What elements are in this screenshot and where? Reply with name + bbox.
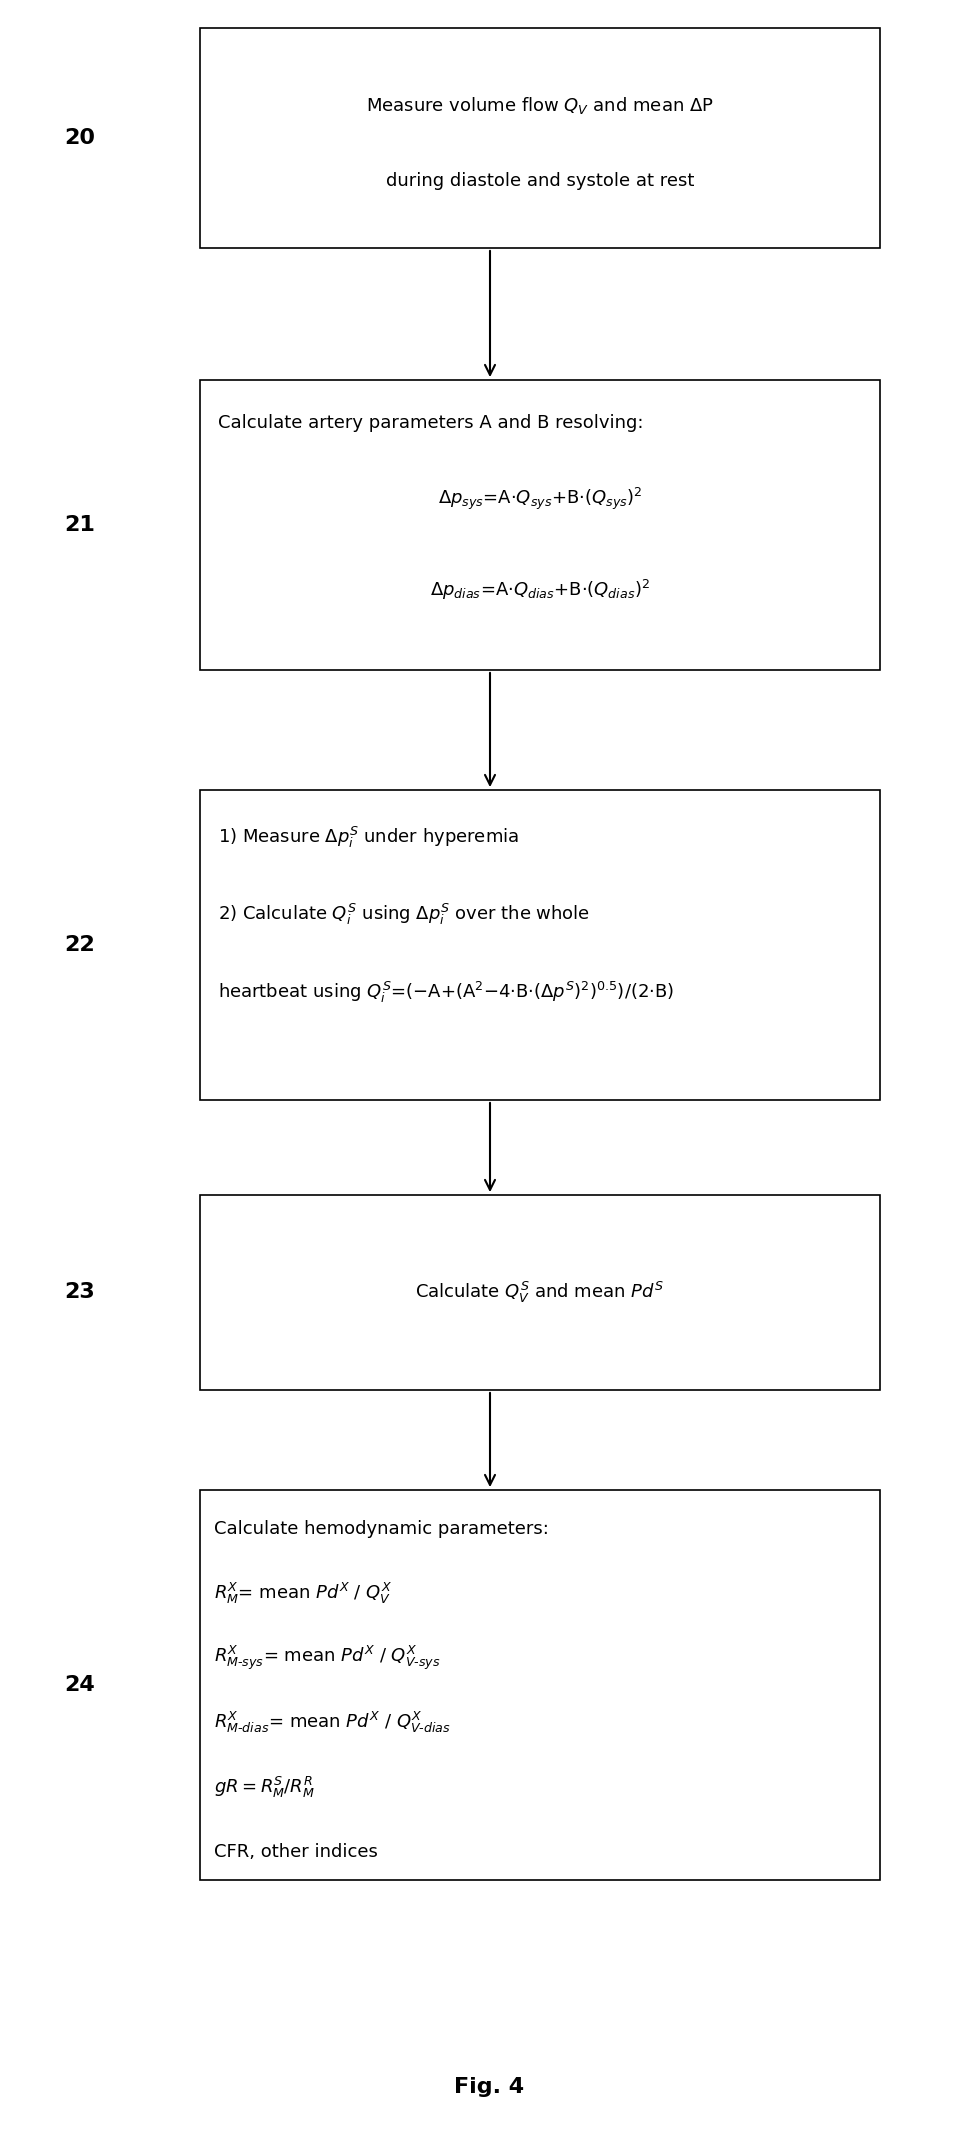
Text: 22: 22 bbox=[65, 934, 95, 955]
Bar bbox=[200, 1194, 879, 1390]
Text: Fig. 4: Fig. 4 bbox=[454, 2077, 524, 2098]
Bar bbox=[200, 381, 879, 669]
Text: Measure volume flow $Q_V$ and mean $\Delta$P: Measure volume flow $Q_V$ and mean $\Del… bbox=[366, 95, 713, 116]
Text: Calculate artery parameters A and B resolving:: Calculate artery parameters A and B reso… bbox=[217, 413, 643, 433]
Text: $gR=R_M^S/R_M^R$: $gR=R_M^S/R_M^R$ bbox=[213, 1775, 314, 1799]
Bar bbox=[200, 790, 879, 1100]
Text: 2) Calculate $Q_i^S$ using $\Delta p_i^S$ over the whole: 2) Calculate $Q_i^S$ using $\Delta p_i^S… bbox=[217, 902, 589, 928]
Text: $\Delta p_{dias}$=A$\cdot Q_{dias}$+B$\cdot (Q_{dias})^2$: $\Delta p_{dias}$=A$\cdot Q_{dias}$+B$\c… bbox=[429, 577, 649, 603]
Text: Calculate $Q_V^S$ and mean $Pd^S$: Calculate $Q_V^S$ and mean $Pd^S$ bbox=[415, 1280, 664, 1304]
Bar bbox=[200, 1489, 879, 1881]
Text: heartbeat using $Q_i^S$=($-$A+(A$^2$$-$4$\cdot$B$\cdot(\Delta p^S)^2)^{0.5}$)/(2: heartbeat using $Q_i^S$=($-$A+(A$^2$$-$4… bbox=[217, 979, 673, 1005]
Text: 20: 20 bbox=[65, 127, 96, 148]
Text: Calculate hemodynamic parameters:: Calculate hemodynamic parameters: bbox=[213, 1519, 548, 1539]
Text: 24: 24 bbox=[65, 1674, 95, 1696]
Text: $\Delta p_{sys}$=A$\cdot Q_{sys}$+B$\cdot (Q_{sys})^2$: $\Delta p_{sys}$=A$\cdot Q_{sys}$+B$\cdo… bbox=[437, 486, 642, 512]
Text: $R_{M\text{-}dias}^X$= mean $Pd^X$ / $Q_{V\text{-}dias}^X$: $R_{M\text{-}dias}^X$= mean $Pd^X$ / $Q_… bbox=[213, 1711, 450, 1735]
Text: 23: 23 bbox=[65, 1283, 95, 1302]
Text: $R_{M\text{-}sys}^X$= mean $Pd^X$ / $Q_{V\text{-}sys}^X$: $R_{M\text{-}sys}^X$= mean $Pd^X$ / $Q_{… bbox=[213, 1644, 440, 1672]
Text: 1) Measure $\Delta p_i^S$ under hyperemia: 1) Measure $\Delta p_i^S$ under hyperemi… bbox=[217, 824, 518, 850]
Text: CFR, other indices: CFR, other indices bbox=[213, 1842, 378, 1861]
Text: during diastole and systole at rest: during diastole and systole at rest bbox=[385, 172, 693, 189]
Text: $R_M^X$= mean $Pd^X$ / $Q_V^X$: $R_M^X$= mean $Pd^X$ / $Q_V^X$ bbox=[213, 1582, 391, 1605]
Bar bbox=[200, 28, 879, 247]
Text: 21: 21 bbox=[65, 514, 95, 536]
